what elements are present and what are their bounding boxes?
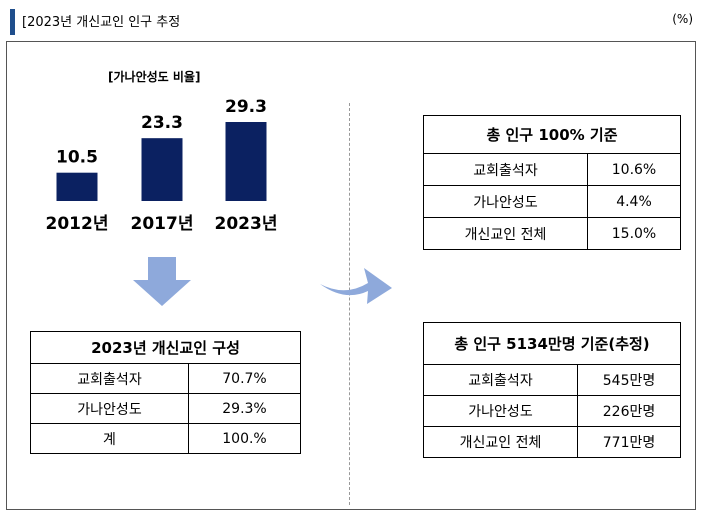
table-cell-value: 4.4%: [587, 185, 681, 218]
table-cell-label: 계: [30, 423, 189, 454]
table-cell-label: 가나안성도: [30, 393, 189, 424]
bar-2023년: [225, 122, 267, 201]
unit-label: (%): [672, 12, 693, 26]
table-cell-label: 교회출석자: [30, 363, 189, 394]
table-cell-label: 가나안성도: [423, 185, 588, 218]
table-cell-label: 가나안성도: [423, 395, 578, 427]
bar-2012년: [56, 172, 98, 201]
table-cell-value: 15.0%: [587, 217, 681, 250]
total-percent-table: 총 인구 100% 기준 교회출석자 10.6% 가나안성도 4.4% 개신교인…: [423, 115, 681, 250]
bar-2017년: [141, 138, 183, 201]
header: [2023년 개신교인 인구 추정 (%): [0, 0, 703, 40]
table-cell-value: 10.6%: [587, 153, 681, 186]
right-arrow-icon: [320, 268, 392, 304]
composition-table: 2023년 개신교인 구성 교회출석자 70.7% 가나안성도 29.3% 계 …: [30, 331, 301, 454]
composition-table-title: 2023년 개신교인 구성: [30, 331, 301, 364]
data-label: 23.3: [141, 113, 183, 133]
x-tick-label: 2023년: [215, 214, 278, 234]
x-tick-label: 2017년: [131, 214, 194, 234]
table-cell-value: 29.3%: [188, 393, 301, 424]
total-population-table-title: 총 인구 5134만명 기준(추정): [423, 322, 681, 365]
total-population-table: 총 인구 5134만명 기준(추정) 교회출석자 545만명 가나안성도 226…: [423, 322, 681, 458]
table-cell-label: 개신교인 전체: [423, 426, 578, 458]
table-cell-value: 226만명: [577, 395, 681, 427]
chart-title: [가나안성도 비율]: [108, 70, 201, 84]
table-cell-label: 교회출석자: [423, 364, 578, 396]
page-title: [2023년 개신교인 인구 추정: [22, 15, 181, 30]
x-tick-label: 2012년: [46, 214, 109, 234]
data-label: 29.3: [225, 97, 267, 117]
table-cell-label: 교회출석자: [423, 153, 588, 186]
divider-line: [349, 103, 350, 505]
table-cell-value: 100.%: [188, 423, 301, 454]
table-cell-value: 545만명: [577, 364, 681, 396]
table-cell-value: 70.7%: [188, 363, 301, 394]
table-cell-label: 개신교인 전체: [423, 217, 588, 250]
data-label: 10.5: [56, 148, 98, 168]
total-percent-table-title: 총 인구 100% 기준: [423, 115, 681, 154]
down-arrow-icon: [133, 257, 191, 306]
header-accent-bar: [10, 9, 15, 35]
table-cell-value: 771만명: [577, 426, 681, 458]
